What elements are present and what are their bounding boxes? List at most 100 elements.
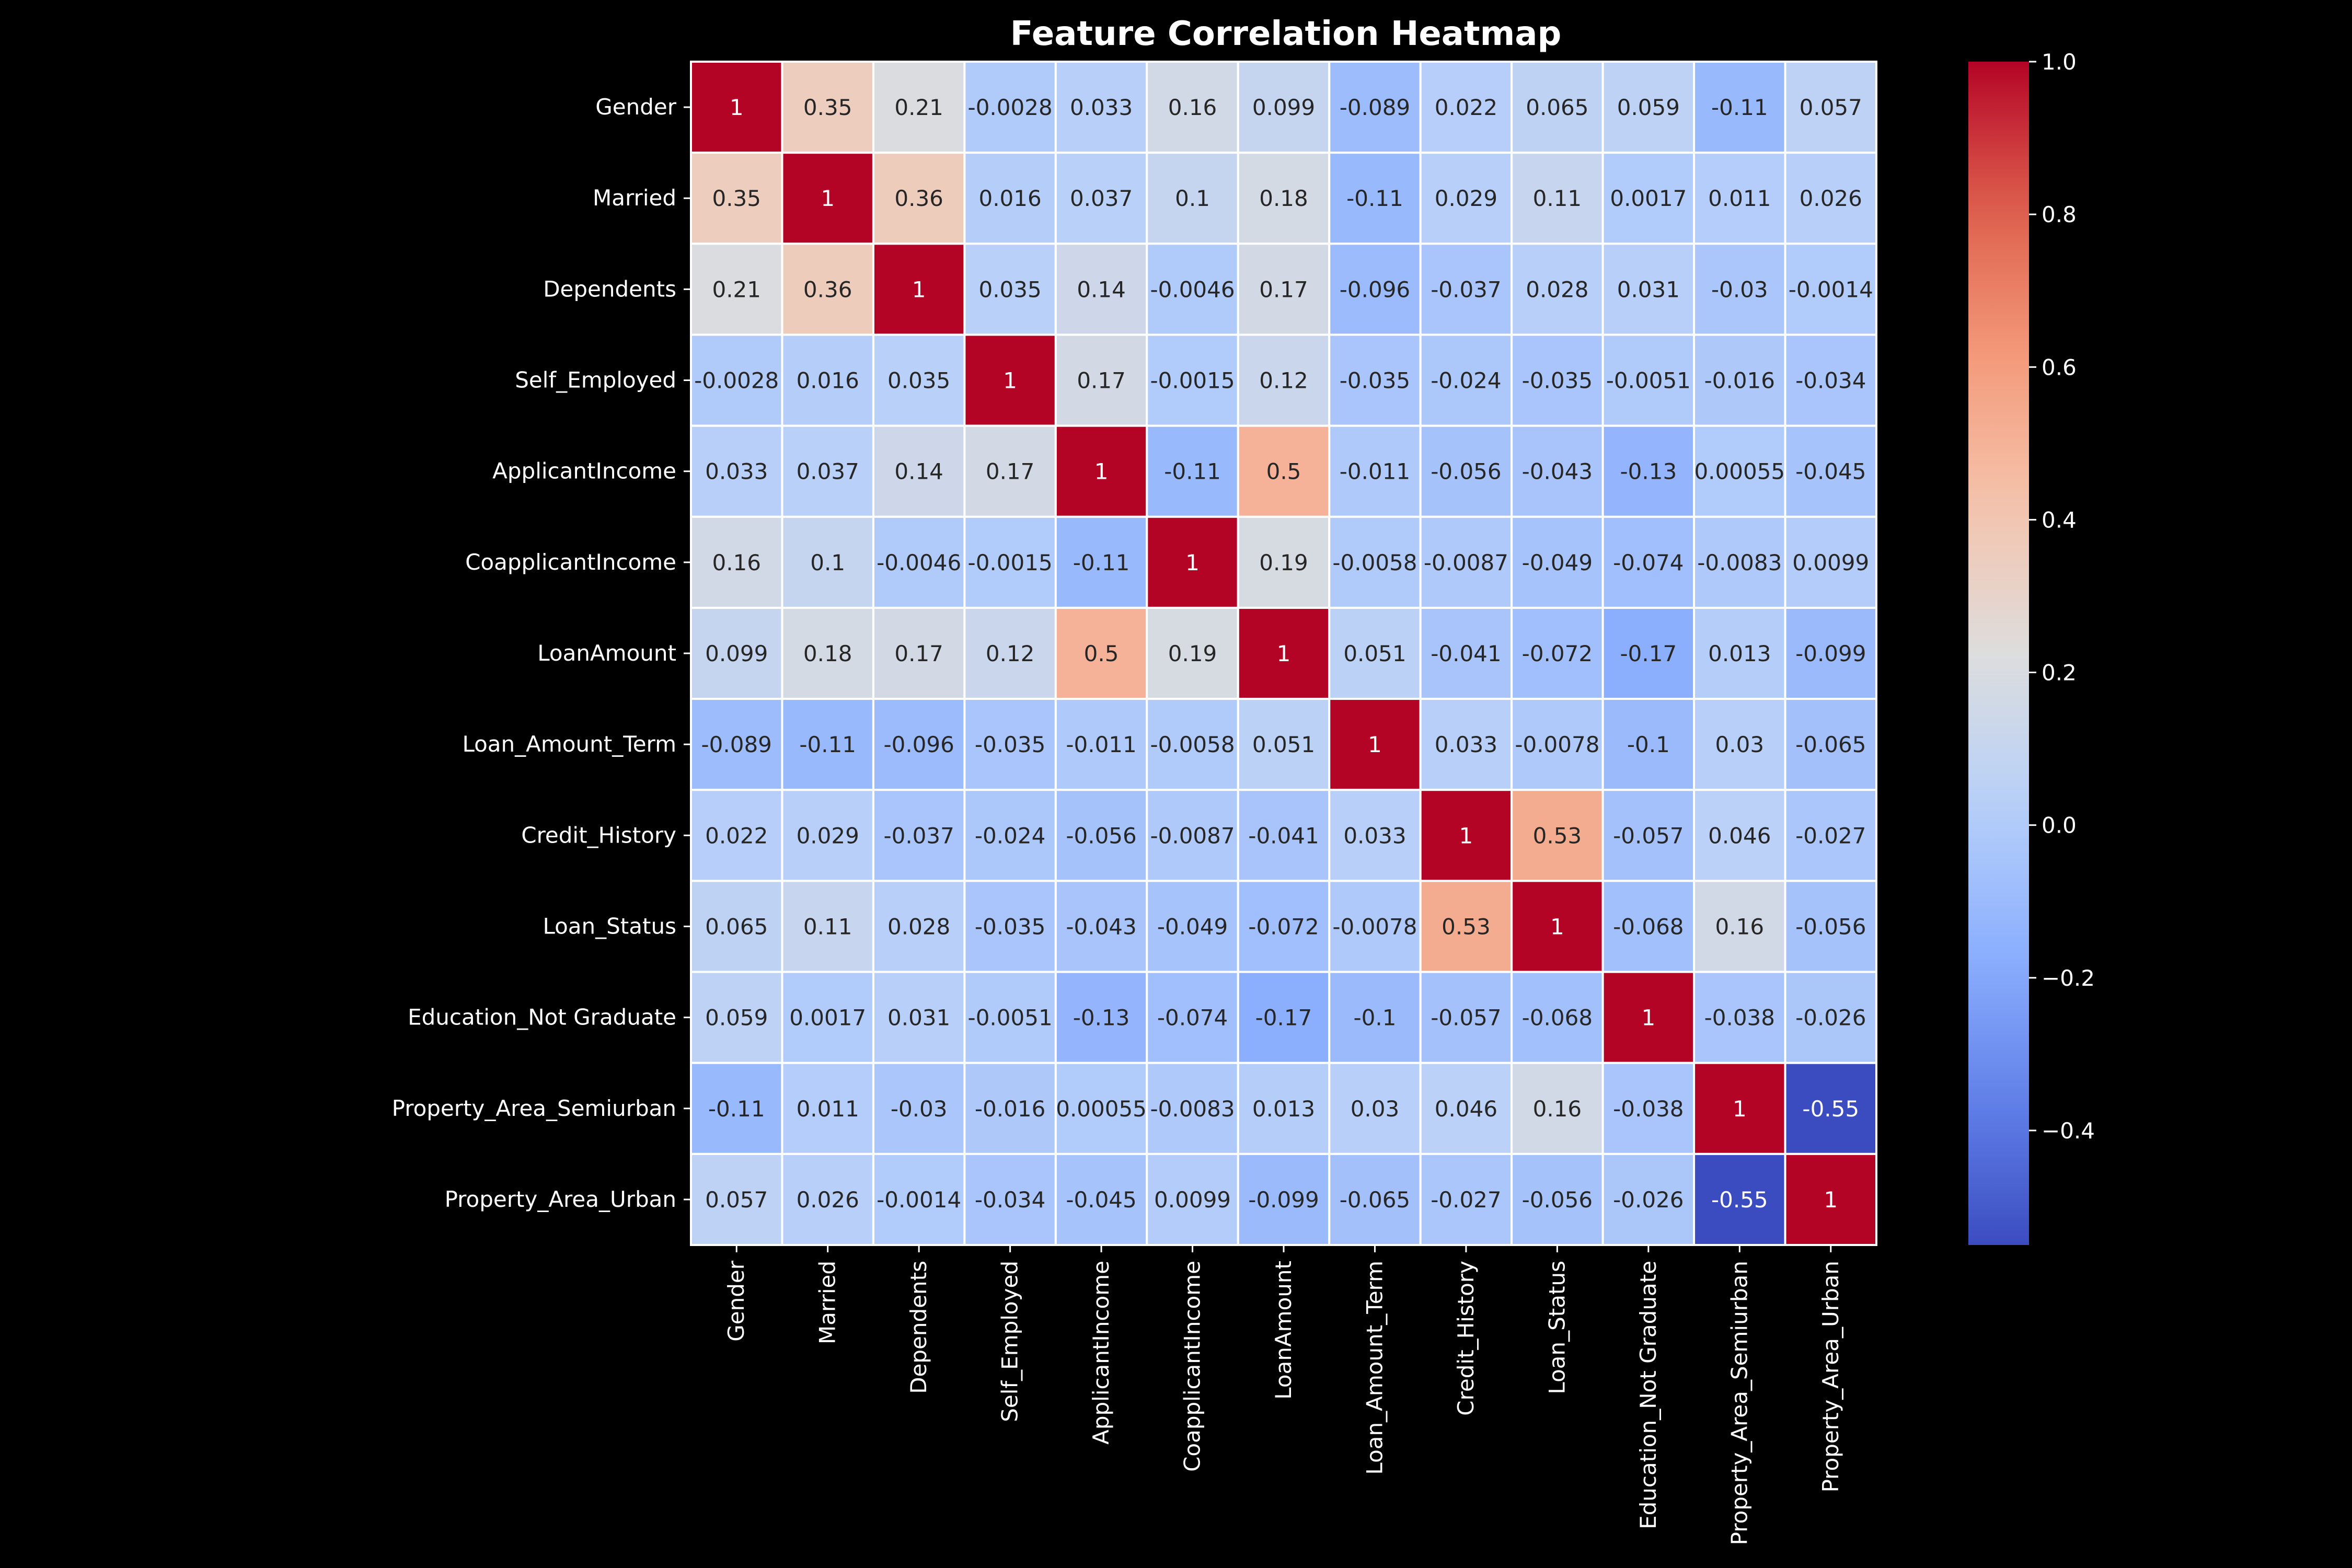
heatmap-cell — [1511, 61, 1604, 154]
heatmap-cell — [1601, 1062, 1696, 1155]
y-tick-labels: Gender Married Dependents Self_Employed Appl… — [392, 94, 691, 1212]
heatmap-cell — [1419, 880, 1513, 973]
cell-value-label: -0.037 — [883, 823, 954, 848]
x-tick-label: CoapplicantIncome — [1180, 1261, 1205, 1472]
cell-value-label: 0.35 — [803, 95, 852, 120]
cell-value-label: -0.011 — [1340, 459, 1410, 485]
cell-value-label: 0.011 — [1708, 186, 1771, 211]
cell-value-label: 0.18 — [1259, 186, 1308, 211]
y-tick-label: Loan_Amount_Term — [462, 731, 676, 757]
x-tick-label: Education_Not Graduate — [1635, 1261, 1661, 1529]
cell-value-label: 0.5 — [1084, 641, 1119, 666]
heatmap-cell — [963, 243, 1057, 336]
cell-value-label: 0.17 — [986, 459, 1035, 485]
heatmap-cell — [781, 424, 874, 518]
cell-value-label: 0.035 — [887, 368, 950, 394]
cell-value-label: -0.068 — [1522, 1005, 1593, 1031]
heatmap-cell — [1601, 424, 1696, 518]
y-tick-label: ApplicantIncome — [492, 458, 676, 484]
cell-value-label: -0.049 — [1522, 550, 1593, 575]
cell-value-label: 0.11 — [1533, 186, 1582, 211]
heatmap-cell — [1693, 243, 1786, 336]
cell-value-label: 0.14 — [894, 459, 943, 485]
y-tick-label: Credit_History — [521, 822, 676, 848]
cell-value-label: -0.11 — [1711, 95, 1768, 120]
cell-value-label: -0.068 — [1613, 914, 1684, 939]
cell-value-label: -0.026 — [1613, 1187, 1684, 1213]
cell-value-label: 0.051 — [1252, 732, 1315, 757]
colorbar-tick-label: 0.2 — [2042, 660, 2077, 686]
heatmap-cell — [872, 1062, 966, 1155]
heatmap-cell — [872, 606, 966, 700]
cell-value-label: -0.043 — [1522, 459, 1593, 485]
heatmap-cell — [781, 152, 874, 245]
x-tick-label: Loan_Amount_Term — [1362, 1261, 1387, 1475]
cell-value-label: -0.0015 — [968, 550, 1053, 575]
cell-value-label: 0.00055 — [1694, 459, 1785, 485]
cell-value-label: -0.0078 — [1515, 732, 1599, 757]
cell-value-label: 0.022 — [705, 823, 768, 848]
cell-value-label: 0.18 — [803, 641, 852, 666]
x-tick-label: Loan_Status — [1544, 1261, 1570, 1394]
cell-value-label: 0.03 — [1351, 1096, 1400, 1122]
cell-value-label: -0.0058 — [1150, 732, 1235, 757]
cell-value-label: -0.11 — [1073, 550, 1130, 575]
cell-value-label: 0.12 — [986, 641, 1035, 666]
heatmap-cell — [1511, 1062, 1604, 1155]
colorbar: 1.0 0.8 0.6 0.4 0.2 0.0 −0.2 −0.4 — [1968, 49, 2095, 1245]
cell-value-label: -0.1 — [1353, 1005, 1396, 1031]
heatmap-cell — [1784, 333, 1878, 427]
colorbar-tick-label: 0.8 — [2042, 202, 2077, 227]
cell-value-label: 0.14 — [1077, 276, 1126, 302]
cell-value-label: -0.0083 — [1697, 550, 1782, 575]
cell-value-label: -0.074 — [1613, 550, 1684, 575]
cell-value-label: 0.0099 — [1792, 550, 1869, 575]
cell-value-label: 0.013 — [1708, 641, 1771, 666]
heatmap-cell — [872, 424, 966, 518]
cell-value-label: 0.028 — [1526, 276, 1588, 302]
y-tick-label: Dependents — [543, 276, 676, 302]
heatmap-cell — [1693, 971, 1786, 1064]
cell-value-label: -0.17 — [1255, 1005, 1312, 1031]
heatmap-cell — [1237, 606, 1331, 700]
cell-value-label: 0.36 — [894, 186, 943, 211]
cell-value-label: 1 — [1277, 641, 1291, 666]
cell-value-label: -0.043 — [1066, 914, 1136, 939]
cell-value-label: 0.011 — [797, 1096, 859, 1122]
heatmap-cell — [963, 880, 1057, 973]
cell-value-label: 0.11 — [803, 914, 852, 939]
cell-value-label: 1 — [1094, 459, 1109, 485]
cell-value-label: 0.53 — [1533, 823, 1582, 848]
cell-value-label: -0.0087 — [1424, 550, 1508, 575]
heatmap-cell — [690, 606, 783, 700]
heatmap-cell — [1784, 424, 1878, 518]
cell-value-label: -0.056 — [1066, 823, 1136, 848]
cell-value-label: 0.099 — [705, 641, 768, 666]
cell-value-label: 0.16 — [1168, 95, 1217, 120]
heatmap-cell — [781, 333, 874, 427]
heatmap-cell — [690, 61, 783, 154]
colorbar-tick-label: 0.4 — [2042, 507, 2077, 533]
cell-value-label: 0.16 — [712, 550, 761, 575]
heatmap-cell — [690, 152, 783, 245]
heatmap-cell — [1419, 333, 1513, 427]
heatmap-cell — [1419, 789, 1513, 882]
heatmap-cell — [1601, 152, 1696, 245]
cell-value-label: -0.027 — [1795, 823, 1866, 848]
heatmap-cell — [1146, 1062, 1239, 1155]
heatmap-cell — [781, 1152, 874, 1247]
cell-value-label: 1 — [1003, 368, 1017, 394]
cell-value-label: -0.041 — [1431, 641, 1501, 666]
x-tick-label: Dependents — [906, 1261, 931, 1394]
heatmap-cell — [1601, 1152, 1696, 1247]
cell-value-label: -0.13 — [1620, 459, 1677, 485]
heatmap-cell — [1237, 424, 1331, 518]
heatmap-cell — [1328, 880, 1422, 973]
cell-value-label: 0.033 — [1435, 732, 1497, 757]
heatmap-cell — [1511, 698, 1604, 791]
cell-value-label: 0.057 — [705, 1187, 768, 1213]
heatmap-cell — [872, 243, 966, 336]
heatmap-cell — [963, 152, 1057, 245]
cell-value-label: 0.17 — [1077, 368, 1126, 394]
cell-value-label: 0.12 — [1259, 368, 1308, 394]
